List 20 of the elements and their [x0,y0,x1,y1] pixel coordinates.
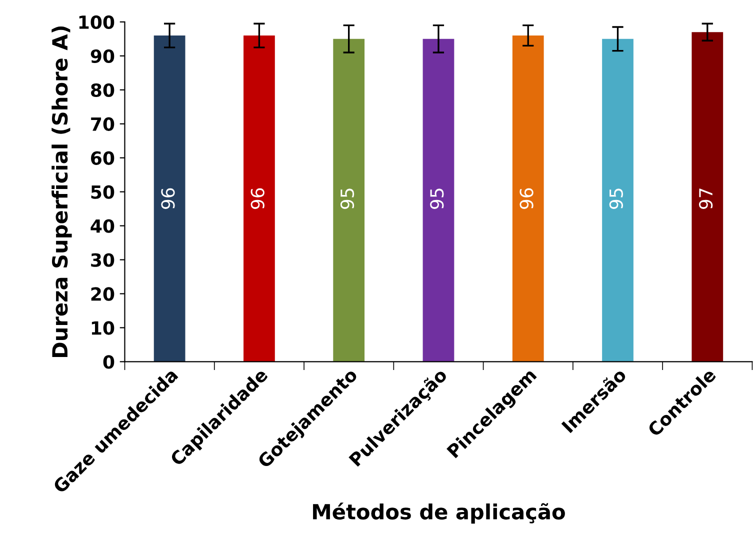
y-tick-label: 20 [91,287,114,301]
y-tick-label: 30 [91,253,114,267]
data-label: 95 [609,188,623,209]
y-tick-label: 10 [92,321,114,335]
y-tick-label: 80 [90,83,114,97]
data-label: 96 [250,188,264,209]
y-tick-label: 0 [103,355,114,369]
y-tick-label: 60 [91,151,114,165]
y-tick-label: 70 [91,117,114,131]
y-tick-label: 90 [90,49,114,64]
x-axis-title: Métodos de aplicação [313,502,565,524]
y-tick-label: 50 [91,185,114,199]
data-label: 96 [520,188,534,209]
data-label: 95 [340,188,354,209]
y-tick-label: 100 [79,15,114,30]
data-label: 95 [430,188,444,209]
y-axis-title: Dureza Superficial (Shore A) [52,26,72,358]
data-label: 97 [698,188,713,209]
y-tick-label: 40 [90,219,114,233]
data-label: 96 [161,188,175,209]
